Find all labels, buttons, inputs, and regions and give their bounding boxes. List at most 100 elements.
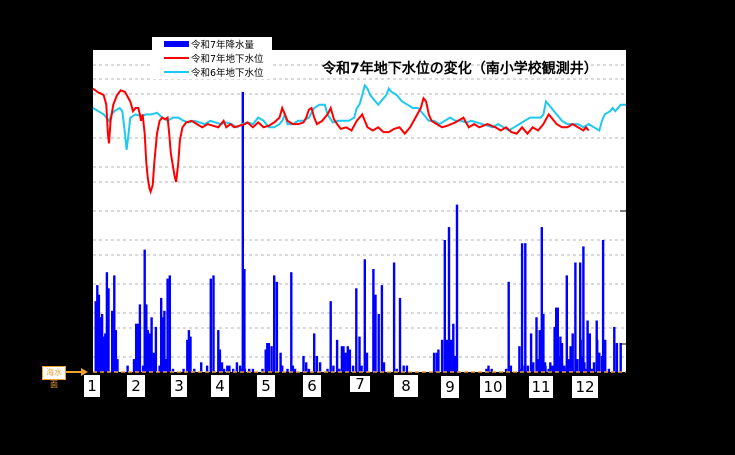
precip-bar	[402, 365, 405, 372]
precip-bar	[346, 346, 349, 372]
precip-bar	[380, 285, 384, 372]
precip-bar	[171, 368, 175, 372]
precip-bar	[251, 368, 255, 372]
precip-bar	[574, 262, 577, 372]
precip-bar	[579, 339, 582, 372]
precip-bar	[455, 204, 459, 372]
bar-swatch-icon	[164, 41, 189, 47]
precip-bar	[556, 307, 559, 372]
precip-bar	[509, 365, 513, 372]
precip-bar	[235, 362, 239, 372]
precip-bar	[485, 368, 488, 372]
precip-bar	[560, 343, 564, 372]
precip-bar	[226, 365, 229, 372]
precip-bar	[286, 368, 289, 372]
precip-bar	[358, 336, 361, 372]
precip-bar	[363, 259, 366, 372]
arrow-head-icon	[81, 368, 88, 376]
precip-bar	[186, 339, 189, 372]
precip-bar	[549, 362, 552, 372]
precip-bar	[582, 246, 585, 372]
legend-label: 令和7年地下水位	[191, 54, 264, 65]
precip-bar	[524, 243, 527, 372]
precip-bar	[604, 339, 607, 372]
precip-bar	[445, 339, 449, 372]
precip-bar	[305, 362, 308, 372]
precip-bar	[576, 359, 579, 372]
gw-2025-line	[92, 87, 590, 195]
precip-bar	[273, 275, 276, 372]
precip-bar	[138, 304, 142, 372]
precip-bar	[567, 365, 571, 372]
month-label-11: 11	[529, 376, 553, 398]
precip-bar	[607, 368, 611, 372]
precip-bar	[344, 352, 347, 372]
precip-bar	[154, 326, 158, 372]
precip-bar	[487, 365, 490, 372]
precip-bar	[146, 330, 150, 372]
precip-bar	[452, 323, 455, 372]
precip-bar	[585, 368, 588, 372]
precip-bar	[332, 365, 335, 372]
precip-bar	[266, 343, 269, 372]
precip-bar	[377, 314, 380, 372]
precip-bar	[152, 352, 155, 372]
precip-bar	[443, 240, 446, 372]
precip-bar	[571, 333, 574, 372]
precip-bar	[164, 359, 168, 372]
precip-bar	[248, 368, 251, 372]
precip-bar	[232, 368, 235, 372]
precip-bar	[559, 336, 562, 372]
precip-bar	[267, 343, 271, 372]
precip-bar	[447, 227, 451, 372]
precip-bar	[372, 269, 375, 372]
precip-bar	[392, 262, 396, 372]
precip-bar	[307, 368, 311, 372]
line-swatch-icon	[164, 57, 189, 59]
precip-bar	[553, 326, 556, 372]
gw-2024-line	[92, 83, 626, 150]
precip-bar	[275, 281, 279, 372]
precip-bar	[540, 227, 543, 372]
precip-bar	[160, 297, 163, 372]
precip-bar	[590, 368, 593, 372]
precip-bar	[326, 368, 329, 372]
precip-bar	[158, 365, 161, 372]
precip-bar	[168, 275, 171, 372]
precip-bar	[535, 317, 538, 372]
precip-bar	[111, 310, 114, 372]
sea-level-label: 海水面	[42, 366, 66, 389]
precip-bar	[279, 352, 282, 372]
precip-bar	[241, 91, 244, 373]
precip-bar	[141, 365, 145, 372]
precip-bar	[571, 355, 574, 372]
precip-bar	[542, 314, 545, 372]
precip-bar	[565, 275, 568, 372]
precip-bar	[302, 355, 305, 372]
precip-bar	[212, 275, 215, 372]
precip-bar	[437, 349, 440, 372]
precip-bar	[529, 333, 533, 372]
precip-bar	[543, 362, 547, 372]
month-label-3: 3	[171, 375, 187, 397]
precip-bar	[579, 262, 582, 372]
precip-bar	[148, 333, 151, 372]
precip-bar	[335, 339, 339, 372]
precip-bar	[398, 297, 402, 372]
precip-bar	[187, 330, 191, 372]
precip-bar	[395, 368, 398, 372]
month-label-6: 6	[303, 375, 321, 397]
precip-bar	[189, 336, 192, 372]
precip-bar	[342, 346, 345, 372]
precip-bar	[261, 368, 264, 372]
precip-bar	[338, 368, 341, 372]
month-label-10: 10	[480, 376, 506, 398]
precip-bar	[264, 349, 267, 372]
precip-bar	[450, 339, 453, 372]
precip-bar	[374, 294, 377, 372]
precip-bar	[137, 323, 140, 372]
precip-bar	[569, 346, 572, 372]
precip-bar	[382, 362, 386, 372]
precip-bar	[99, 317, 102, 372]
precip-bar	[163, 310, 166, 372]
